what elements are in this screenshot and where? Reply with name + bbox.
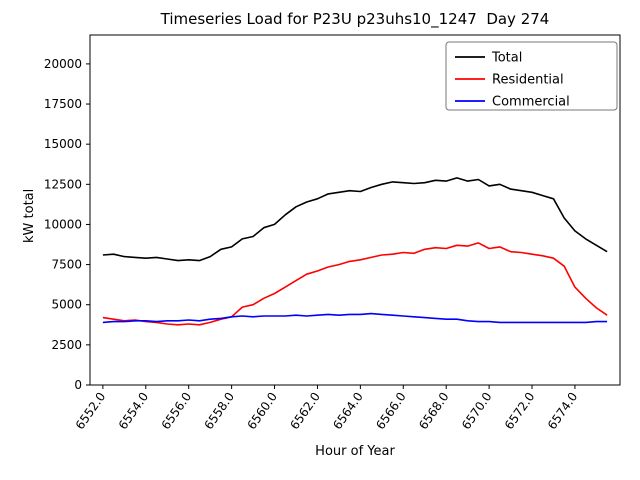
chart-title: Timeseries Load for P23U p23uhs10_1247 D… xyxy=(160,10,550,28)
legend-label-commercial: Commercial xyxy=(492,95,570,110)
legend-label-residential: Residential xyxy=(492,73,564,88)
x-tick-label: 6564.0 xyxy=(330,390,366,432)
x-tick-label: 6566.0 xyxy=(373,390,409,432)
x-tick-label: 6562.0 xyxy=(287,390,323,432)
y-tick-label: 10000 xyxy=(44,217,82,231)
x-axis-label: Hour of Year xyxy=(315,444,395,459)
series-line-residential xyxy=(102,242,608,326)
x-tick-label: 6574.0 xyxy=(545,390,581,432)
x-tick-label: 6572.0 xyxy=(502,390,538,432)
x-tick-label: 6568.0 xyxy=(416,390,452,432)
y-tick-label: 5000 xyxy=(51,298,82,312)
series-line-commercial xyxy=(102,312,608,324)
series-line-total xyxy=(102,177,608,262)
y-tick-label: 15000 xyxy=(44,137,82,151)
plot-border xyxy=(89,34,621,386)
y-tick-label: 20000 xyxy=(44,57,82,71)
y-tick-label: 17500 xyxy=(44,97,82,111)
y-tick-label: 0 xyxy=(74,378,82,392)
y-tick-label: 12500 xyxy=(44,177,82,191)
x-tick-label: 6558.0 xyxy=(202,390,238,432)
legend xyxy=(445,41,618,111)
legend-label-total: Total xyxy=(491,51,522,66)
x-tick-label: 6554.0 xyxy=(116,390,152,432)
x-tick-label: 6556.0 xyxy=(159,390,195,432)
x-tick-label: 6552.0 xyxy=(73,390,109,432)
y-tick-label: 2500 xyxy=(51,338,82,352)
y-tick-label: 7500 xyxy=(51,258,82,272)
x-tick-label: 6570.0 xyxy=(459,390,495,432)
x-tick-label: 6560.0 xyxy=(244,390,280,432)
